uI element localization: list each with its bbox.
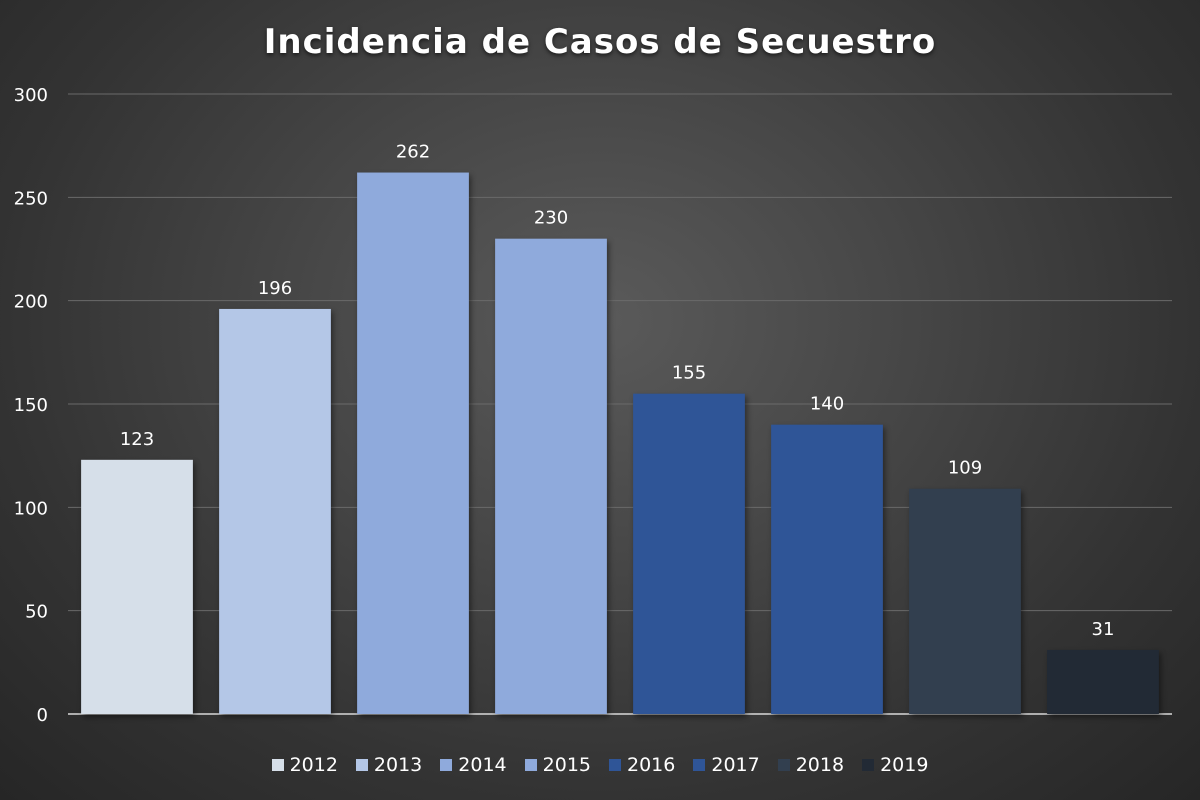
bar-2019 [1047,649,1159,714]
legend-label: 2017 [711,754,760,776]
bar-2015 [495,238,607,714]
legend-label: 2019 [880,754,929,776]
data-label: 140 [810,394,844,415]
legend-label: 2018 [795,754,845,776]
data-label: 230 [534,208,568,229]
legend-label: 2013 [373,754,423,776]
legend-swatch [777,759,790,771]
y-tick-label: 0 [37,705,48,726]
legend-swatch [440,759,453,771]
legend-item: 2015 [524,754,591,776]
data-label: 31 [1092,619,1115,640]
legend-item: 2019 [862,754,928,776]
legend-swatch [609,759,621,771]
legend-item: 2013 [355,754,423,776]
data-label: 109 [948,458,982,479]
legend-item: 2016 [609,754,675,776]
y-tick-label: 200 [14,292,48,313]
legend-swatch [524,759,537,771]
legend-label: 2015 [542,754,591,776]
legend-swatch [862,759,875,771]
bar-2018 [909,488,1021,714]
legend-item: 2017 [693,754,760,776]
legend-item: 2012 [271,754,338,776]
y-tick-label: 150 [14,395,48,416]
legend-item: 2014 [440,754,507,776]
legend-swatch [271,759,284,771]
legend-swatch [355,759,368,771]
chart-title: Incidencia de Casos de Secuestro [263,22,937,62]
y-tick-label: 50 [25,602,48,623]
y-tick-label: 100 [14,498,48,519]
bar-2017 [771,424,883,714]
bar-2016 [633,393,745,714]
data-label: 196 [258,278,292,299]
chart-legend: 2012 2013 2014 2015 2016 2017 2018 2019 [0,754,1200,776]
legend-label: 2014 [458,754,507,776]
y-tick-label: 250 [14,188,48,209]
bar-2012 [81,459,193,714]
bar-2014 [357,172,469,715]
legend-label: 2012 [289,754,338,776]
legend-item: 2018 [777,754,845,776]
bar-2013 [219,308,331,714]
legend-swatch [693,759,706,771]
y-tick-label: 300 [14,85,48,106]
data-label: 123 [120,429,154,450]
legend-label: 2016 [627,754,676,776]
data-label: 155 [672,363,706,384]
data-label: 262 [396,142,430,163]
